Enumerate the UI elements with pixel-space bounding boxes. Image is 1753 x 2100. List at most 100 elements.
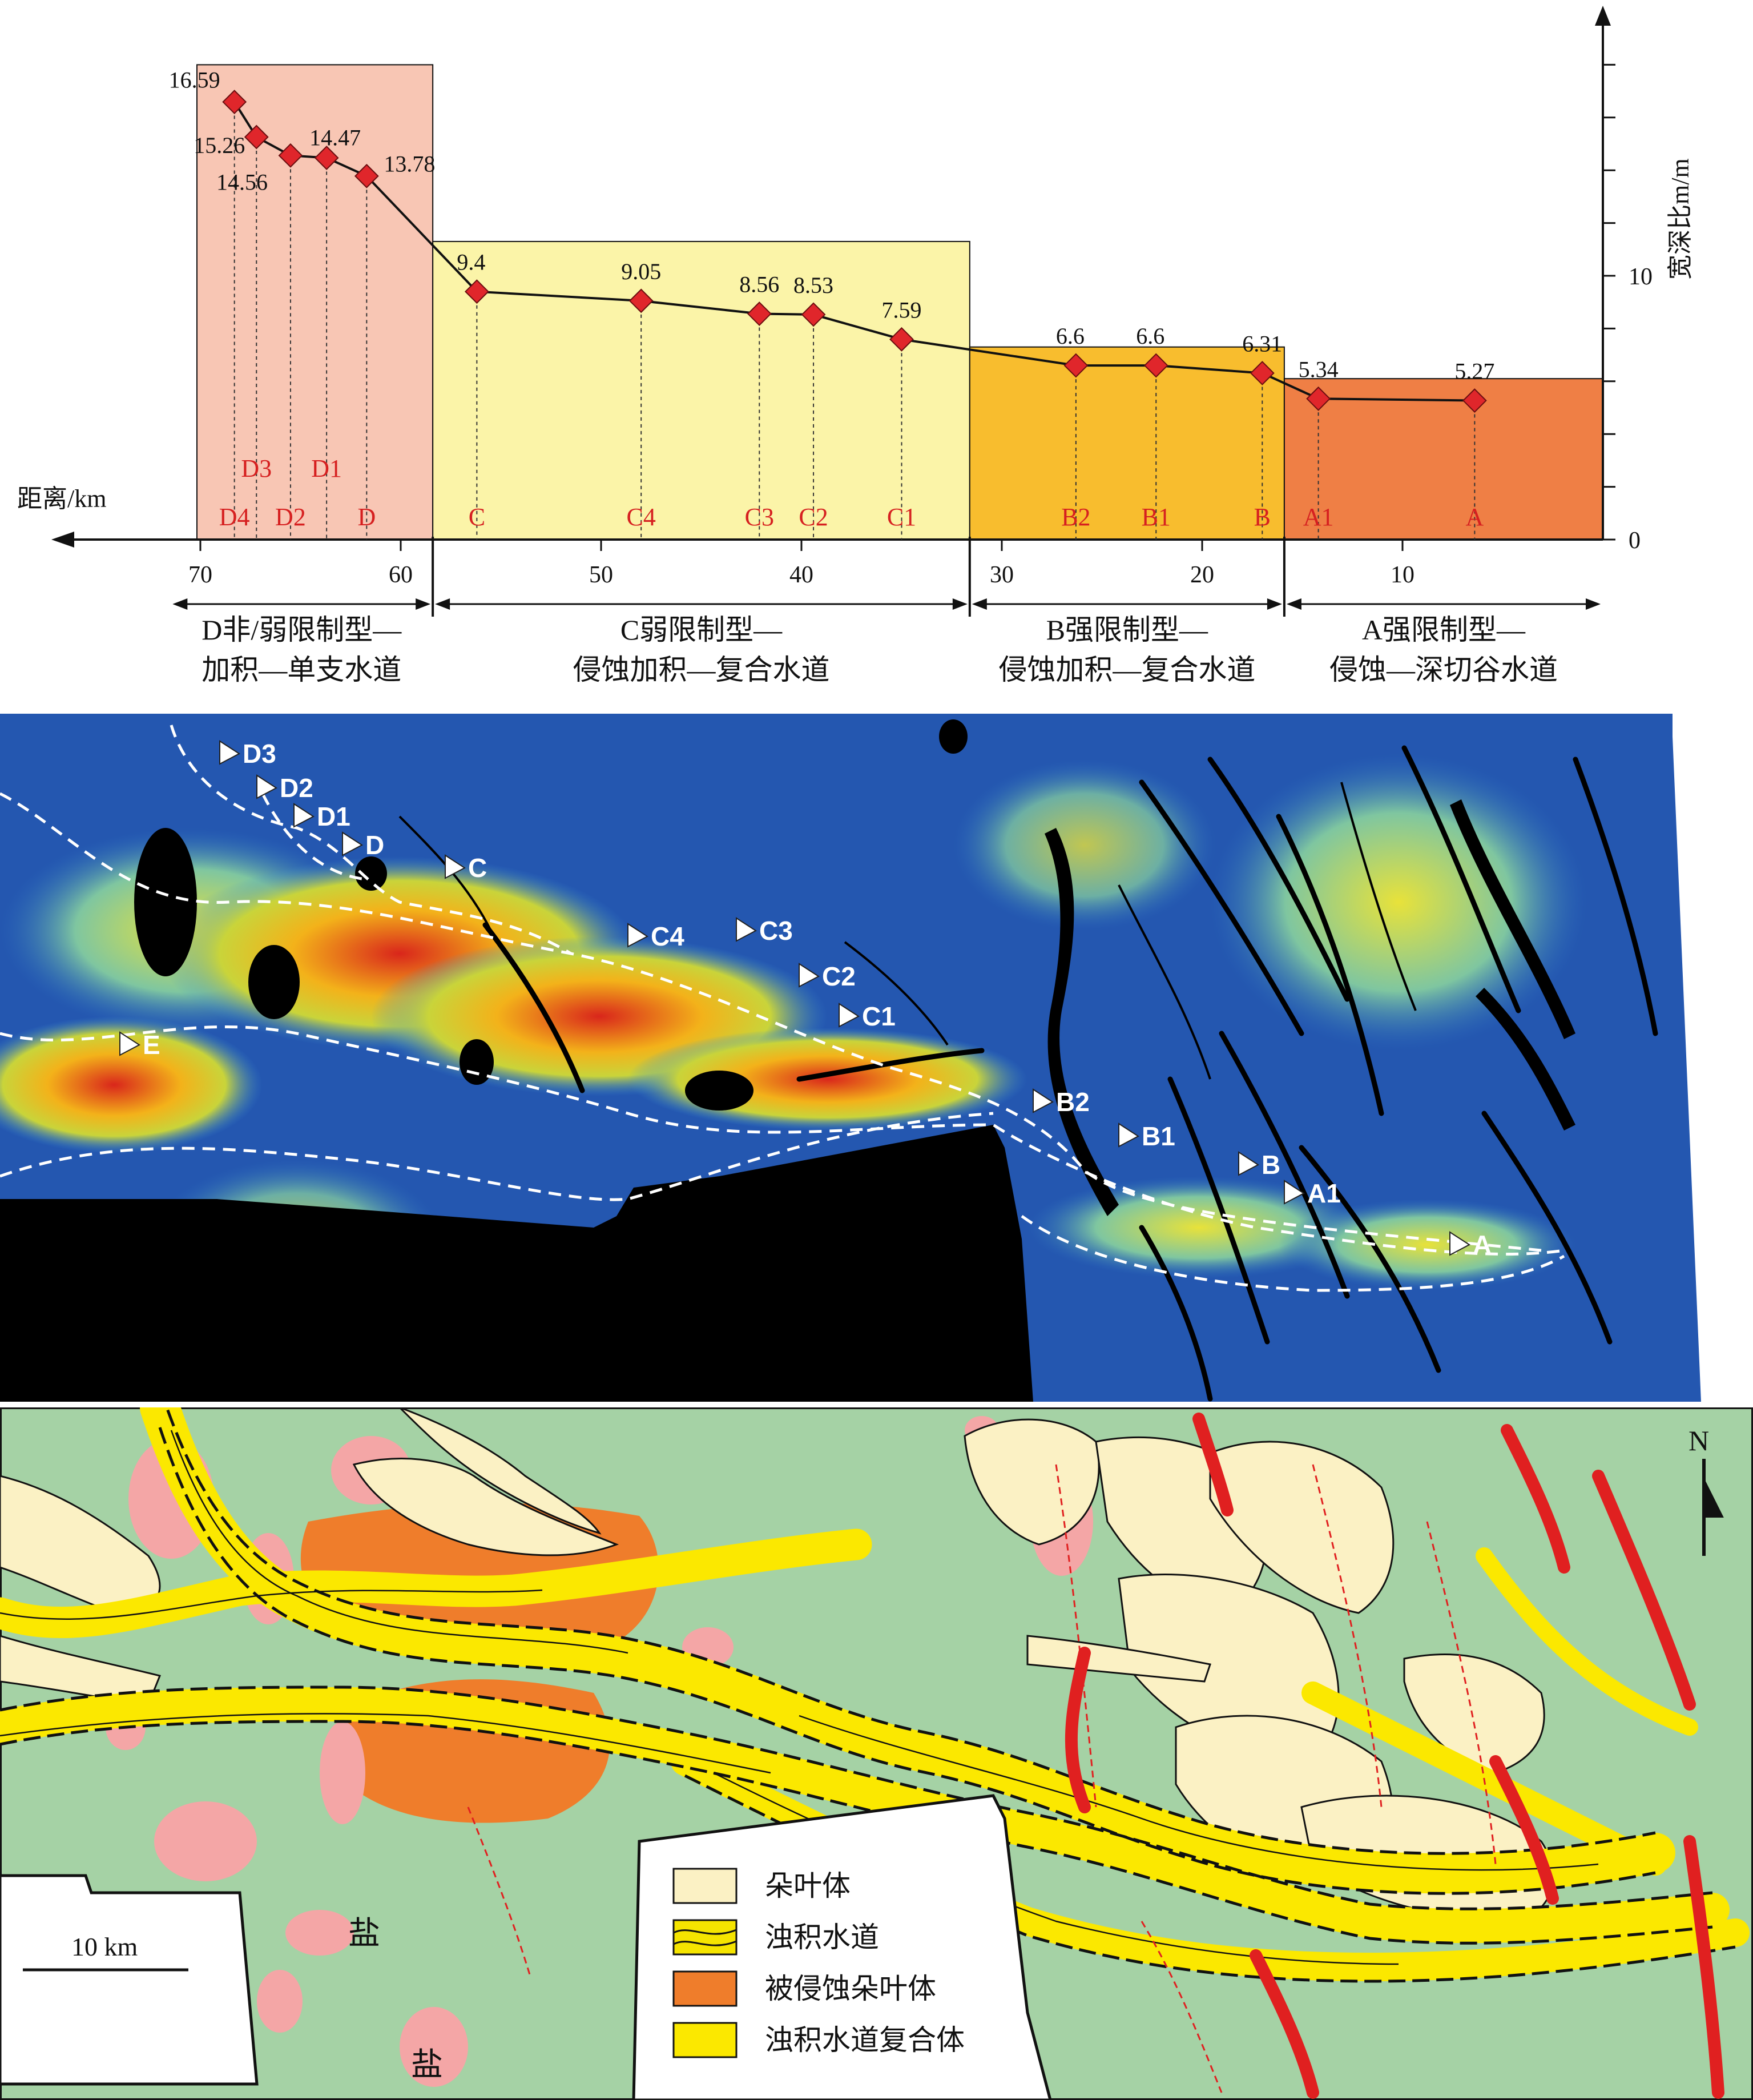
data-label: 5.27 xyxy=(1454,359,1494,384)
y-tick-label: 10 xyxy=(1629,264,1653,290)
data-marker xyxy=(314,146,339,170)
y-axis-arrow-icon xyxy=(1595,6,1611,26)
data-marker xyxy=(464,279,489,304)
zone-arrow-icon xyxy=(435,598,450,610)
location-marker-icon xyxy=(219,740,240,765)
data-marker xyxy=(1250,361,1275,385)
zone-label: C弱限制型— xyxy=(620,614,783,646)
map-point-label: B xyxy=(1262,1150,1280,1180)
north-label: N xyxy=(1688,1425,1709,1457)
legend-item: 被侵蚀朵叶体 xyxy=(672,1970,936,2007)
data-label: 13.78 xyxy=(384,151,435,176)
point-label: C4 xyxy=(627,503,656,531)
chart-svg: 0 10 70 60 50 40 30 20 10 16.59 15.26 14.56 14.47 13… xyxy=(17,6,1694,686)
map-point-label: B1 xyxy=(1142,1121,1175,1151)
zone-arrow-icon xyxy=(172,598,188,610)
scale-label: 10 km xyxy=(71,1932,138,1961)
salt-label: 盐 xyxy=(411,2047,443,2083)
point-label: C xyxy=(469,503,485,531)
data-label: 14.47 xyxy=(309,124,361,150)
point-label: A1 xyxy=(1303,503,1334,531)
location-marker-icon xyxy=(1033,1088,1054,1113)
map-point-label: A xyxy=(1473,1230,1492,1260)
data-label: 9.05 xyxy=(621,259,661,284)
point-label: B2 xyxy=(1061,503,1090,531)
legend-label: 朵叶体 xyxy=(765,1870,851,1902)
zone-arrow-icon xyxy=(952,598,968,610)
data-marker xyxy=(1462,388,1487,413)
north-label: N xyxy=(1688,729,1709,761)
point-label: D4 xyxy=(219,503,250,531)
data-marker xyxy=(628,288,654,313)
zone-band xyxy=(969,346,1285,540)
data-marker xyxy=(1306,386,1331,411)
location-marker-icon xyxy=(119,1031,140,1056)
point-label: C3 xyxy=(745,503,774,531)
seismic-attribute-map: D3 D2 D1 D C C4 C3 C2 C1 E B2 B1 B A1 A N xyxy=(0,714,1753,1402)
y-axis-label: 宽深比m/m xyxy=(1666,158,1694,280)
zone-arrow-icon xyxy=(416,598,431,610)
location-marker-icon xyxy=(736,917,757,942)
location-marker-icon xyxy=(256,774,277,799)
zone-arrow-icon xyxy=(1286,598,1301,610)
zone-label: 加积—单支水道 xyxy=(202,654,401,686)
y-tick-label: 0 xyxy=(1629,528,1641,554)
map-point-label: C4 xyxy=(651,922,684,951)
legend-label: 浊积水道 xyxy=(765,1921,879,1953)
location-marker-icon xyxy=(1238,1151,1259,1176)
x-axis-arrow-icon xyxy=(51,532,74,548)
legend-label: 被侵蚀朵叶体 xyxy=(765,1973,936,2005)
map-point-label: D2 xyxy=(280,773,313,803)
map-point-label: C2 xyxy=(822,962,856,991)
data-marker xyxy=(244,124,269,150)
legend-label: 浊积水道复合体 xyxy=(765,2024,965,2056)
x-tick-label: 40 xyxy=(789,562,813,588)
data-label: 8.53 xyxy=(793,272,833,298)
map-point-label: D3 xyxy=(243,739,276,769)
x-tick-label: 10 xyxy=(1391,562,1415,588)
zone-label: 侵蚀加积—复合水道 xyxy=(998,654,1255,686)
data-marker xyxy=(801,302,826,327)
data-marker xyxy=(747,301,772,326)
location-marker-icon xyxy=(627,923,648,948)
map-point-label: D xyxy=(365,830,384,860)
map-point-label: E xyxy=(143,1030,160,1060)
location-marker-icon xyxy=(799,963,820,988)
zone-band xyxy=(432,240,970,540)
data-marker xyxy=(354,163,379,188)
legend-item: 浊积水道复合体 xyxy=(672,2022,965,2058)
data-label: 5.34 xyxy=(1299,356,1339,382)
salt-label: 盐 xyxy=(348,1916,380,1952)
zone-arrow-icon xyxy=(1267,598,1282,610)
data-label: 7.59 xyxy=(882,297,922,323)
point-label: B1 xyxy=(1142,503,1171,531)
data-label: 6.6 xyxy=(1136,323,1164,349)
location-marker-icon xyxy=(293,803,315,828)
zone-label: A强限制型— xyxy=(1362,614,1526,646)
map-point-label: A1 xyxy=(1307,1178,1341,1208)
zone-label: 侵蚀—深切谷水道 xyxy=(1329,654,1558,686)
data-marker xyxy=(889,327,914,352)
point-label: D1 xyxy=(311,454,342,482)
data-label: 8.56 xyxy=(739,272,779,297)
data-label: 15.26 xyxy=(194,132,245,158)
x-tick-label: 50 xyxy=(589,562,613,588)
zone-arrow-icon xyxy=(1586,598,1601,610)
location-marker-icon xyxy=(839,1003,860,1028)
location-marker-icon xyxy=(342,831,363,856)
location-marker-icon xyxy=(1118,1123,1139,1148)
point-label: B xyxy=(1254,503,1271,531)
x-tick-label: 20 xyxy=(1190,562,1214,588)
x-tick-label: 70 xyxy=(188,562,212,588)
width-depth-chart: 0 10 70 60 50 40 30 20 10 16.59 15.26 14.56 14.47 13… xyxy=(0,0,1753,708)
data-marker xyxy=(1063,353,1089,378)
map-point-label: D1 xyxy=(317,802,350,831)
point-label: D3 xyxy=(241,454,272,482)
legend-item: 朵叶体 xyxy=(672,1868,851,1904)
geologic-svg: 10 km 盐 盐 朵叶体 浊积水道 被侵蚀朵叶体 浊积水道复合体 xyxy=(0,1407,1753,2100)
zone-band xyxy=(196,64,434,540)
point-label: D2 xyxy=(275,503,306,531)
point-label: A xyxy=(1465,503,1484,531)
x-axis-label: 距离/km xyxy=(17,485,106,513)
